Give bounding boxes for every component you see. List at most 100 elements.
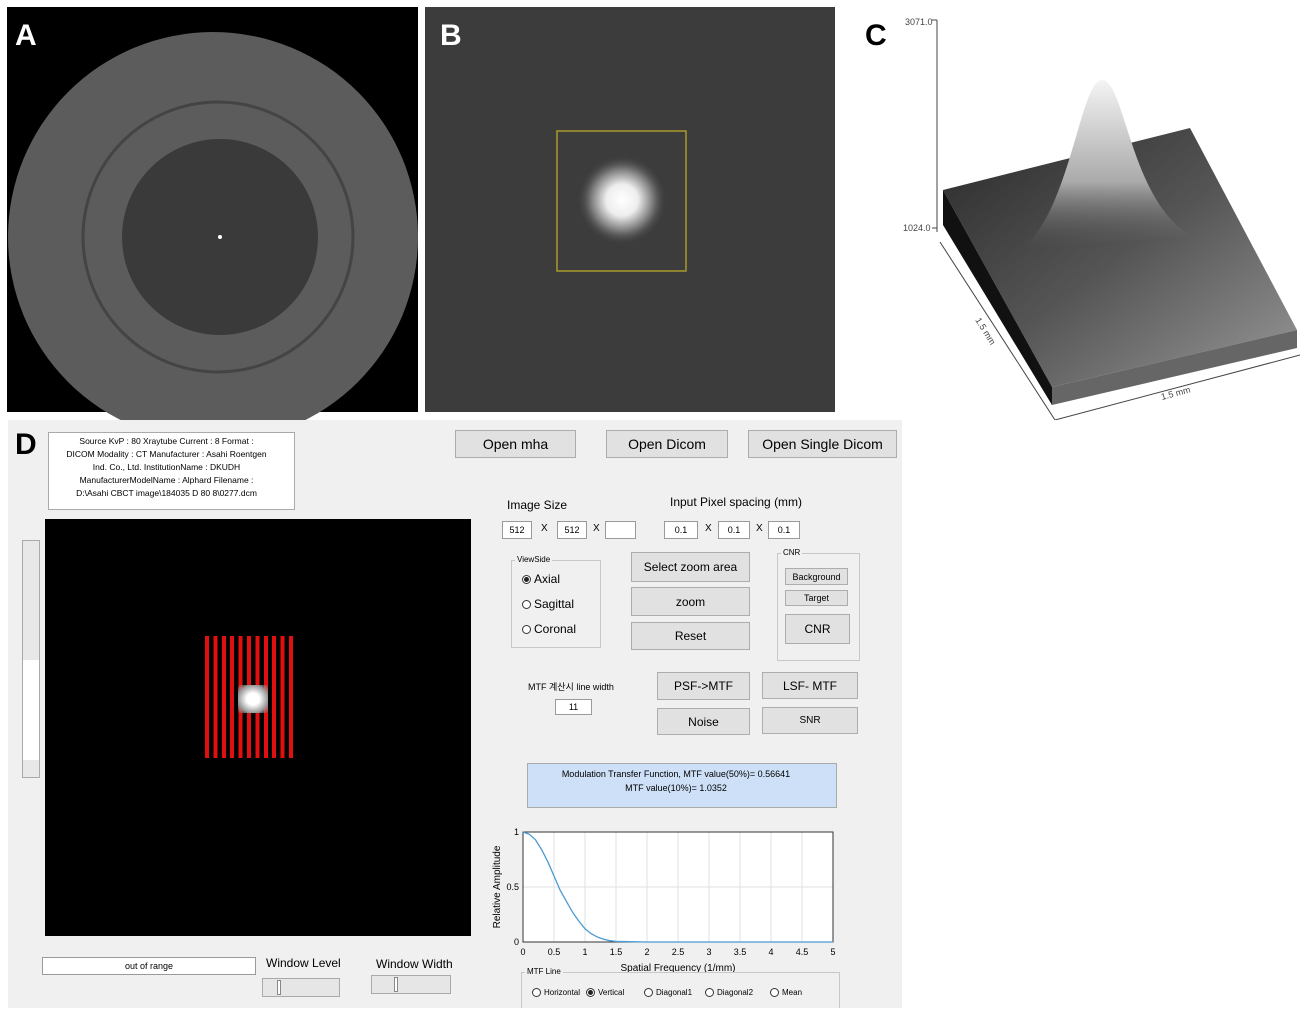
x-tick-label: 1	[582, 947, 587, 957]
radio[interactable]: Axial	[522, 572, 560, 586]
x-tick-label: 2	[644, 947, 649, 957]
group-title: CNR	[781, 548, 802, 557]
radio[interactable]: Sagittal	[522, 597, 574, 611]
radio[interactable]: Diagonal2	[705, 988, 753, 997]
radio[interactable]: Vertical	[586, 988, 624, 997]
radio-circle[interactable]	[522, 625, 531, 634]
button[interactable]: Noise	[657, 708, 750, 735]
radio-label: Axial	[534, 572, 560, 586]
radio[interactable]: Horizontal	[532, 988, 580, 997]
scroll-thumb[interactable]	[23, 660, 39, 760]
radio-label: Coronal	[534, 622, 576, 636]
y-tick-label: 1	[514, 827, 519, 837]
radio-label: Horizontal	[544, 988, 580, 997]
y-axis-label: Relative Amplitude	[492, 845, 503, 928]
radio-label: Diagonal2	[717, 988, 753, 997]
label: MTF 계산시 line width	[528, 680, 614, 693]
radio-circle[interactable]	[522, 600, 531, 609]
y-tick-label: 0.5	[506, 882, 519, 892]
info-line: Source KvP : 80 Xraytube Current : 8 For…	[51, 435, 282, 448]
radio-circle[interactable]	[644, 988, 653, 997]
radio-circle[interactable]	[586, 988, 595, 997]
button[interactable]: SNR	[762, 707, 858, 734]
button[interactable]: Open Single Dicom	[748, 430, 897, 458]
mtf-result-box: Modulation Transfer Function, MTF value(…	[527, 763, 837, 808]
radio[interactable]: Mean	[770, 988, 802, 997]
x-tick-label: 2.5	[672, 947, 685, 957]
z-min-label: 1024.0	[903, 223, 931, 233]
button[interactable]: PSF->MTF	[657, 672, 750, 700]
input[interactable]: 0.1	[768, 521, 800, 539]
info-line: DICOM Modality : CT Manufacturer : Asahi…	[51, 448, 282, 461]
panel-label: A	[15, 19, 37, 52]
panel-label: C	[865, 19, 887, 52]
label: Window Level	[266, 956, 341, 970]
info-line: Ind. Co., Ltd. InstitutionName : DKUDH	[51, 461, 282, 474]
x-tick-label: 1.5	[610, 947, 623, 957]
button[interactable]: CNR	[785, 614, 850, 644]
radio-label: Diagonal1	[656, 988, 692, 997]
width-label: 1.5 mm	[1160, 385, 1192, 402]
button[interactable]: Background	[785, 568, 848, 585]
button[interactable]: LSF- MTF	[762, 672, 858, 699]
panel-label: B	[440, 19, 462, 52]
radio-dot	[588, 990, 593, 995]
label: Image Size	[507, 498, 567, 512]
separator: X	[541, 523, 548, 534]
x-tick-label: 0	[520, 947, 525, 957]
panel-label: D	[15, 428, 37, 462]
radio-label: Vertical	[598, 988, 624, 997]
group-title: MTF Line	[525, 967, 563, 976]
radio-circle[interactable]	[532, 988, 541, 997]
page: A B C 3071.0 1024.0 1.5 mm 1.5 mm D Sour…	[0, 0, 1300, 1010]
group-title: ViewSide	[515, 555, 552, 564]
button[interactable]: Select zoom area	[631, 552, 750, 582]
x-tick-label: 5	[830, 947, 835, 957]
input[interactable]: 512	[557, 521, 587, 539]
y-tick-label: 0	[514, 937, 519, 947]
radio-label: Mean	[782, 988, 802, 997]
x-tick-label: 0.5	[548, 947, 561, 957]
button[interactable]: Open mha	[455, 430, 576, 458]
button[interactable]: Open Dicom	[606, 430, 728, 458]
slider[interactable]	[371, 975, 451, 994]
status-field: out of range	[42, 957, 256, 975]
label: Window Width	[376, 957, 453, 971]
radio[interactable]: Diagonal1	[644, 988, 692, 997]
psf-blob	[577, 155, 667, 245]
x-tick-label: 3	[706, 947, 711, 957]
image-view	[45, 519, 471, 936]
button[interactable]: Target	[785, 590, 848, 606]
button[interactable]: Reset	[631, 622, 750, 650]
input[interactable]: 512	[502, 521, 532, 539]
x-tick-label: 3.5	[734, 947, 747, 957]
input[interactable]: 0.1	[664, 521, 698, 539]
x-tick-label: 4.5	[796, 947, 809, 957]
input[interactable]: 0.1	[718, 521, 750, 539]
radio-circle[interactable]	[705, 988, 714, 997]
slider[interactable]	[262, 978, 340, 997]
x-tick-label: 4	[768, 947, 773, 957]
separator: X	[756, 523, 763, 534]
info-line: ManufacturerModelName : Alphard Filename…	[51, 474, 282, 487]
input[interactable]	[605, 521, 636, 539]
radio-circle[interactable]	[770, 988, 779, 997]
depth-label: 1.5 mm	[973, 316, 997, 347]
button[interactable]: zoom	[631, 587, 750, 616]
separator: X	[705, 523, 712, 534]
info-box: Source KvP : 80 Xraytube Current : 8 For…	[48, 432, 295, 510]
info-line: D:\Asahi CBCT image\184035 D 80 8\0277.d…	[51, 487, 282, 500]
radio-dot	[524, 577, 529, 582]
radio[interactable]: Coronal	[522, 622, 576, 636]
radio-label: Sagittal	[534, 597, 574, 611]
radio-circle[interactable]	[522, 575, 531, 584]
input[interactable]: 11	[555, 699, 592, 715]
figure-images: A B C 3071.0 1024.0 1.5 mm 1.5 mm	[0, 0, 1300, 420]
psf-blob	[238, 685, 268, 713]
separator: X	[593, 523, 600, 534]
label: Input Pixel spacing (mm)	[670, 495, 802, 509]
z-max-label: 3071.0	[905, 17, 933, 27]
